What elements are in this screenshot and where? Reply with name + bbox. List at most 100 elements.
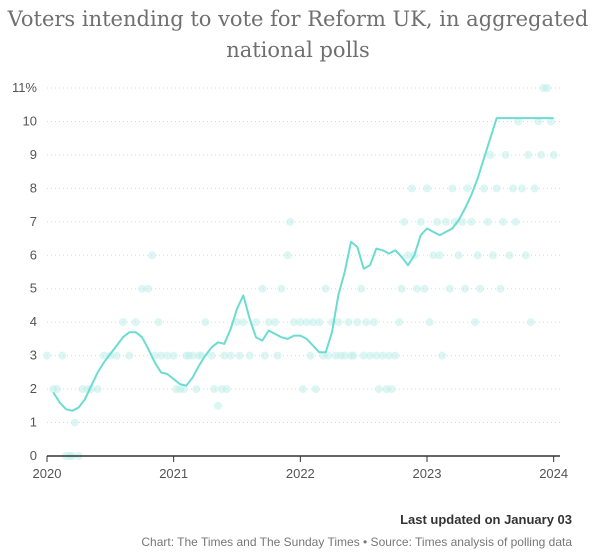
poll-point <box>309 318 317 327</box>
poll-point <box>400 217 409 226</box>
y-tick-label: 2 <box>30 381 37 396</box>
x-tick-label: 2022 <box>286 466 315 481</box>
poll-point <box>245 351 254 360</box>
poll-point <box>534 117 543 126</box>
poll-point <box>514 117 523 126</box>
poll-point <box>277 284 286 293</box>
poll-point <box>372 351 381 360</box>
poll-point <box>486 150 495 159</box>
poll-point <box>119 318 127 327</box>
y-tick-label: 4 <box>30 314 37 329</box>
y-tick-label: 3 <box>30 348 37 363</box>
poll-point <box>543 84 552 92</box>
poll-point <box>70 418 79 427</box>
poll-point <box>201 318 210 327</box>
poll-point <box>264 318 273 327</box>
poll-point <box>112 351 121 360</box>
poll-point <box>511 217 520 226</box>
poll-point <box>404 251 412 260</box>
y-tick-label: 7 <box>30 214 37 229</box>
poll-point <box>412 284 421 293</box>
poll-point <box>423 184 431 193</box>
poll-point <box>157 351 165 360</box>
poll-point <box>438 351 447 360</box>
poll-point <box>273 351 282 360</box>
poll-point <box>471 318 480 327</box>
poll-point <box>467 217 476 226</box>
poll-point <box>188 351 197 360</box>
poll-point <box>492 184 501 193</box>
poll-point <box>483 217 492 226</box>
poll-point <box>461 284 469 293</box>
poll-point <box>374 385 383 394</box>
axes: 0 1 2 3 4 5 6 7 8 9 10 11% 2020 2021 2022 2023 2024 <box>12 80 568 481</box>
poll-point <box>353 318 362 327</box>
poll-point <box>378 351 387 360</box>
poll-point <box>58 351 67 360</box>
poll-point <box>207 351 216 360</box>
scatter-points <box>43 84 558 460</box>
poll-point <box>454 251 463 260</box>
poll-point <box>154 318 163 327</box>
poll-point <box>359 351 368 360</box>
poll-point <box>524 150 533 159</box>
poll-point <box>445 284 454 293</box>
poll-point <box>93 385 102 394</box>
poll-point <box>258 284 267 293</box>
poll-point <box>530 184 539 193</box>
poll-point <box>53 385 62 394</box>
trend-line <box>52 117 554 412</box>
poll-point <box>537 150 545 159</box>
poll-point <box>547 117 556 126</box>
poll-point <box>429 251 438 260</box>
poll-point <box>321 284 330 293</box>
poll-point <box>397 284 406 293</box>
poll-point <box>138 284 146 293</box>
poll-point <box>169 351 178 360</box>
poll-point <box>148 251 157 260</box>
poll-point <box>311 385 320 394</box>
poll-point <box>214 401 222 410</box>
poll-point <box>344 318 353 327</box>
poll-point <box>210 385 219 394</box>
poll-point <box>473 251 482 260</box>
poll-point <box>425 318 434 327</box>
poll-point <box>235 351 244 360</box>
poll-point <box>315 318 324 327</box>
poll-point <box>442 217 450 226</box>
poll-point <box>509 184 518 193</box>
poll-point <box>366 351 374 360</box>
poll-point <box>179 385 188 394</box>
x-tick-label: 2020 <box>33 466 62 481</box>
y-tick-label: 11% <box>12 80 37 95</box>
y-tick-label: 1 <box>30 415 37 430</box>
poll-point <box>435 251 444 260</box>
poll-point <box>163 351 172 360</box>
y-tick-label: 10 <box>23 113 37 128</box>
poll-point <box>302 318 311 327</box>
poll-point <box>298 385 307 394</box>
trend-line-path <box>52 117 554 412</box>
poll-point <box>43 351 51 360</box>
poll-point <box>306 351 315 360</box>
poll-point <box>526 318 535 327</box>
poll-point <box>220 351 229 360</box>
poll-point <box>369 318 378 327</box>
poll-point <box>496 284 505 293</box>
poll-point <box>499 217 507 226</box>
poll-point <box>501 150 510 159</box>
poll-point <box>192 385 201 394</box>
poll-point <box>100 351 108 360</box>
poll-point <box>387 385 396 394</box>
x-tick-label: 2023 <box>413 466 442 481</box>
poll-point <box>226 351 235 360</box>
poll-point <box>271 318 279 327</box>
poll-point <box>296 318 305 327</box>
poll-point <box>420 284 429 293</box>
poll-point <box>463 184 472 193</box>
poll-point <box>505 251 514 260</box>
poll-point <box>290 318 298 327</box>
chart-svg: 0 1 2 3 4 5 6 7 8 9 10 11% 2020 2021 2022 2023 2024 <box>12 80 568 481</box>
poll-point <box>433 217 442 226</box>
poll-point <box>252 318 260 327</box>
